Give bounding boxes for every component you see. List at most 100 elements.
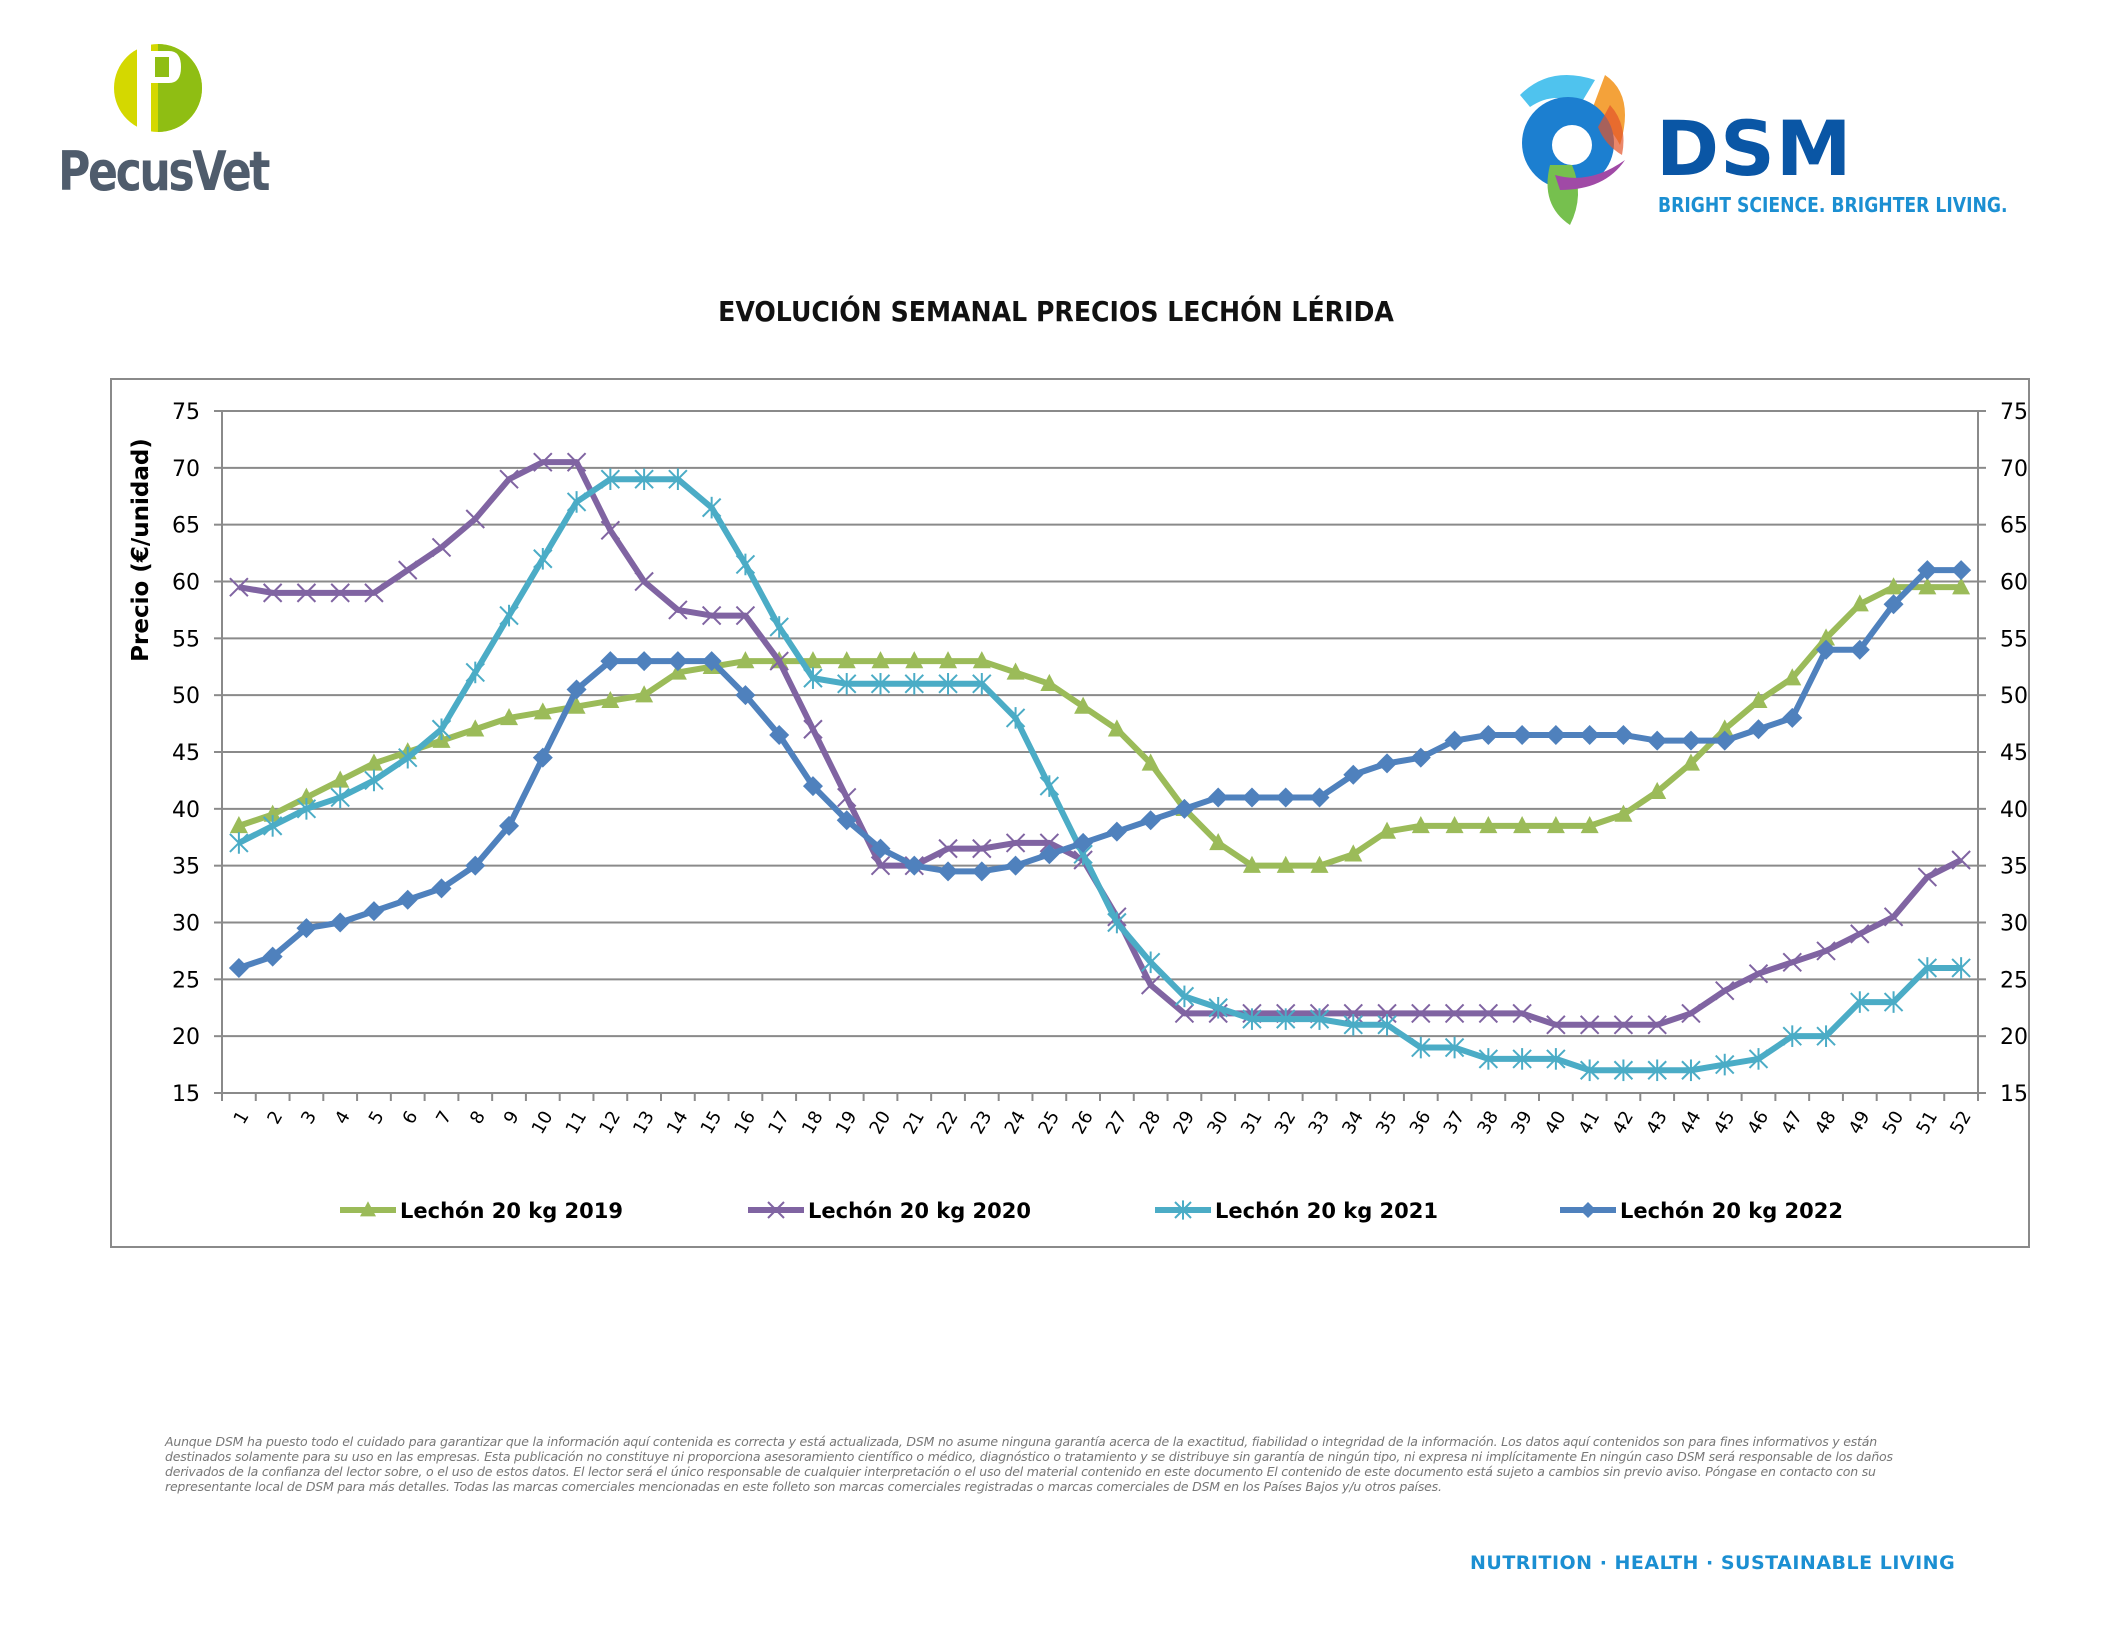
data-point-diamond xyxy=(1005,855,1026,876)
data-point-diamond xyxy=(836,810,857,831)
data-point-diamond xyxy=(667,651,688,672)
data-point-triangle xyxy=(1681,753,1700,771)
data-point-triangle xyxy=(1209,833,1228,851)
x-tick-label: 52 xyxy=(1946,1108,1976,1138)
data-point-triangle xyxy=(331,770,350,788)
data-point-x xyxy=(668,600,688,620)
data-point-star xyxy=(1681,1059,1701,1082)
legend-item: Lechón 20 kg 2020 xyxy=(748,1199,1031,1223)
data-point-diamond xyxy=(1377,753,1398,774)
data-point-x xyxy=(735,605,756,626)
data-point-diamond xyxy=(870,838,891,859)
data-point-diamond xyxy=(566,679,587,700)
data-point-star xyxy=(1647,1059,1667,1082)
data-point-x xyxy=(1174,1003,1195,1024)
data-point-triangle xyxy=(803,651,822,669)
data-point-diamond xyxy=(1073,832,1094,853)
data-point-diamond xyxy=(1275,787,1296,808)
data-point-diamond xyxy=(296,918,317,939)
data-point-diamond xyxy=(971,861,992,882)
data-point-triangle xyxy=(1952,577,1971,595)
data-point-triangle xyxy=(1850,594,1869,612)
data-point-triangle xyxy=(1715,719,1734,737)
data-point-diamond xyxy=(330,912,351,933)
data-point-star xyxy=(1309,1008,1330,1030)
x-tick-label: 27 xyxy=(1102,1108,1132,1138)
x-tick-label: 39 xyxy=(1507,1108,1537,1138)
data-point-star xyxy=(769,616,789,638)
data-point-diamond xyxy=(1039,844,1060,865)
data-point-star xyxy=(1174,1200,1192,1220)
data-point-diamond xyxy=(1680,730,1701,751)
data-point-diamond xyxy=(1478,724,1499,745)
footer-tagline: NUTRITION · HEALTH · SUSTAINABLE LIVING xyxy=(1470,1552,1956,1574)
data-point-triangle xyxy=(1614,804,1633,822)
data-point-star xyxy=(1579,1059,1600,1082)
data-point-triangle xyxy=(635,685,654,703)
data-point-diamond xyxy=(397,889,418,910)
data-point-triangle xyxy=(871,651,890,669)
data-point-triangle xyxy=(1141,753,1160,771)
data-point-diamond xyxy=(1917,560,1938,581)
data-point-diamond xyxy=(634,651,655,672)
legend-item: Lechón 20 kg 2021 xyxy=(1155,1199,1438,1223)
data-point-x xyxy=(566,452,587,472)
data-point-star xyxy=(803,667,823,689)
data-point-x xyxy=(398,560,418,580)
x-axis-ticks: 1 2 3 4 5 6 7 8 9 10 11 12 13 14 15 16 17 18 19 20 21 22 23 24 2… xyxy=(230,1108,1976,1138)
x-tick-label: 43 xyxy=(1642,1108,1672,1138)
data-point-triangle xyxy=(1749,690,1768,709)
y-tick-label-left: 40 xyxy=(172,798,200,823)
x-tick-label: 23 xyxy=(967,1108,997,1138)
dsm-swirl-icon xyxy=(1520,75,1625,225)
data-point-star xyxy=(1715,1053,1735,1076)
x-tick-label: 42 xyxy=(1608,1108,1638,1138)
x-tick-label: 18 xyxy=(798,1108,828,1138)
data-point-star xyxy=(1242,1008,1262,1030)
y-tick-label-right: 50 xyxy=(2000,684,2028,709)
data-point-diamond xyxy=(228,957,249,978)
data-point-x xyxy=(1816,941,1836,961)
y-tick-label-right: 40 xyxy=(2000,798,2028,823)
y-tick-label-right: 70 xyxy=(2000,457,2028,482)
data-point-triangle xyxy=(360,1201,376,1217)
data-point-star xyxy=(1377,1014,1397,1036)
data-point-triangle xyxy=(297,787,316,805)
data-point-triangle xyxy=(1546,815,1565,834)
y-tick-label-left: 55 xyxy=(172,627,200,652)
gridlines xyxy=(222,410,1978,1094)
data-point-star xyxy=(1816,1025,1836,1047)
data-point-diamond xyxy=(904,855,925,876)
y-tick-label-left: 15 xyxy=(172,1082,200,1107)
x-tick-label: 25 xyxy=(1034,1108,1064,1138)
data-point-x xyxy=(1039,833,1060,853)
x-tick-label: 17 xyxy=(764,1108,794,1138)
x-tick-label: 13 xyxy=(629,1108,659,1138)
x-tick-label: 4 xyxy=(331,1108,355,1128)
x-tick-label: 48 xyxy=(1811,1108,1841,1138)
series-lechón-20-kg-2019 xyxy=(229,577,1971,873)
x-tick-label: 28 xyxy=(1136,1108,1166,1138)
data-point-diamond xyxy=(1579,724,1600,745)
data-point-diamond xyxy=(431,878,452,899)
data-point-diamond xyxy=(1580,1202,1596,1218)
x-tick-label: 33 xyxy=(1305,1108,1335,1138)
data-point-triangle xyxy=(668,662,687,680)
dsm-wordmark: DSM xyxy=(1656,104,1853,193)
x-tick-label: 16 xyxy=(730,1108,760,1138)
data-point-x xyxy=(1748,963,1769,984)
data-point-x xyxy=(1478,1003,1499,1024)
data-point-triangle xyxy=(229,815,248,834)
data-point-x xyxy=(767,1201,785,1219)
data-point-x xyxy=(1444,1003,1465,1024)
x-tick-label: 49 xyxy=(1845,1108,1875,1138)
x-tick-label: 47 xyxy=(1777,1108,1807,1138)
data-point-x xyxy=(1782,952,1802,972)
x-tick-label: 40 xyxy=(1541,1108,1571,1138)
series-lechón-20-kg-2021 xyxy=(229,468,1971,1082)
x-tick-label: 51 xyxy=(1912,1108,1942,1138)
data-point-star xyxy=(701,496,722,519)
data-point-triangle xyxy=(1074,696,1093,714)
data-point-diamond xyxy=(1816,639,1837,660)
data-point-x xyxy=(1546,1015,1566,1035)
